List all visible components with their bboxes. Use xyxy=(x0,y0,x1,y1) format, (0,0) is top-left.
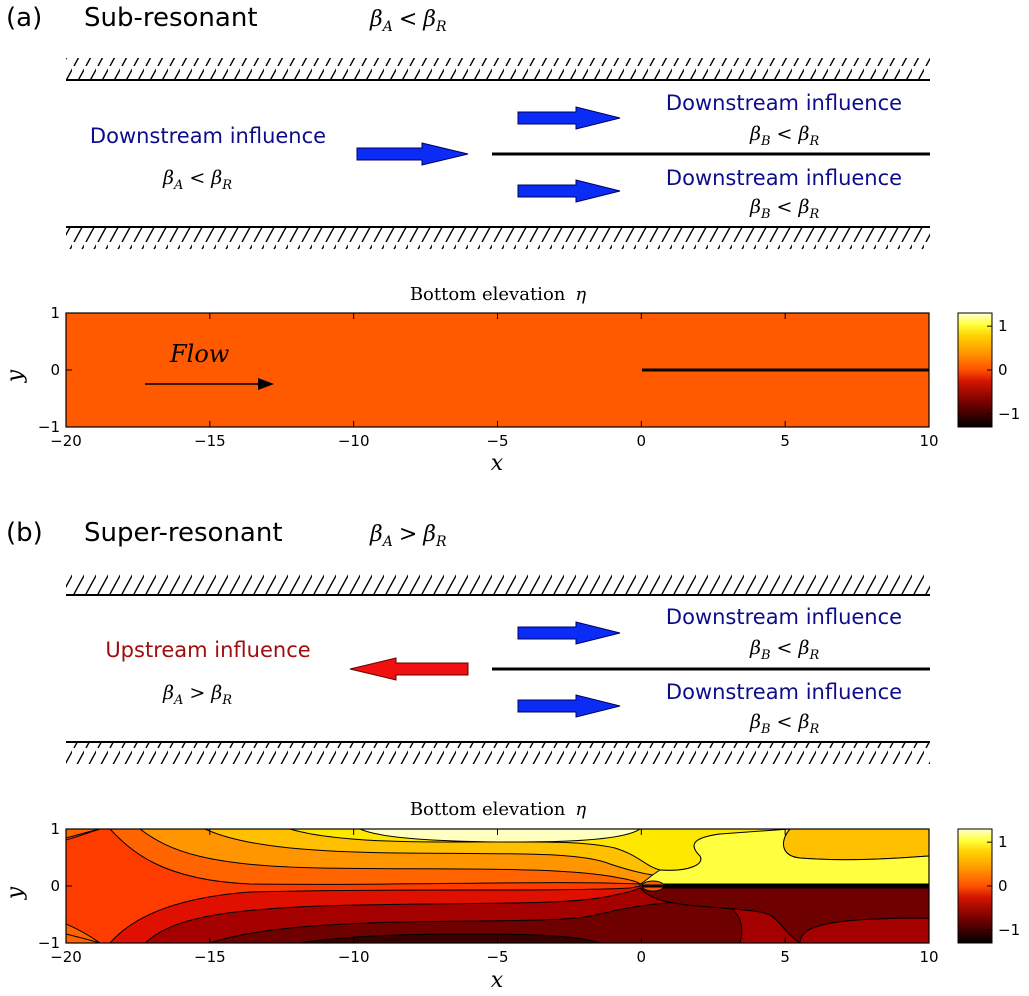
x-tick-label: 10 xyxy=(919,432,938,450)
panel-a-flow-label: Flow xyxy=(169,340,230,368)
panel-a-right-bottom-condition: βB < βR xyxy=(749,196,819,222)
panel-b-bottom-wall-hatch xyxy=(66,742,930,764)
panel-a-right-bottom-arrow xyxy=(517,179,621,203)
panel-a-regime: Sub-resonant xyxy=(84,3,258,33)
panel-b-right-bottom-label: Downstream influence xyxy=(666,680,902,704)
panel-b-letter: (b) xyxy=(6,518,43,548)
panel-a-top-wall-hatch xyxy=(66,58,930,80)
x-tick-label: −5 xyxy=(486,948,508,966)
colorbar-tick-label: −1 xyxy=(998,921,1020,939)
panel-b-colorbar xyxy=(957,828,993,944)
svg-text:βA>βR: βA > βR xyxy=(369,522,447,550)
colorbar-tick-label: 1 xyxy=(998,833,1008,851)
x-tick-label: 5 xyxy=(780,432,790,450)
panel-b-left-label: Upstream influence xyxy=(105,638,310,662)
x-tick-label: −15 xyxy=(194,432,226,450)
panel-a-right-bottom-label: Downstream influence xyxy=(666,166,902,190)
panel-a-colorbar xyxy=(957,312,993,428)
svg-text:βA<βR: βA < βR xyxy=(162,167,232,193)
panel-b-contour-fill xyxy=(66,829,929,943)
panel-b-regime: Super-resonant xyxy=(84,518,283,548)
panel-b-left-condition: βA > βR xyxy=(162,682,232,708)
x-tick-label: 10 xyxy=(919,948,938,966)
panel-b-regime-condition: βA > βR xyxy=(369,522,447,550)
panel-b-plot: Bottom elevation η xyxy=(3,799,1020,993)
panel-b-top-wall-hatch xyxy=(66,573,930,595)
x-tick-label: −5 xyxy=(486,432,508,450)
panel-b-colorbar-ticks: 1 0 −1 xyxy=(987,833,1020,939)
panel-a-colorbar-ticks: 1 0 −1 xyxy=(987,317,1020,423)
panel-a-x-label: x xyxy=(491,451,504,476)
panel-a-flow-arrow xyxy=(145,378,274,390)
svg-text:βA>βR: βA > βR xyxy=(162,682,232,708)
panel-b-right-bottom-arrow xyxy=(517,694,621,718)
colorbar-tick-label: 0 xyxy=(998,877,1008,895)
svg-text:βB<βR: βB < βR xyxy=(749,196,819,222)
y-tick-label: 1 xyxy=(50,304,60,322)
panel-a-letter: (a) xyxy=(6,3,42,33)
panel-b-right-top-condition: βB < βR xyxy=(749,637,819,663)
panel-a-plot: Bottom elevation η Flow −20 −15 −10 −5 0 5 1010… xyxy=(3,284,1020,476)
x-tick-label: 0 xyxy=(637,432,647,450)
panel-a-regime-condition: βA < βR xyxy=(369,7,447,35)
svg-text:βB<βR: βB < βR xyxy=(749,123,819,149)
panel-a-right-top-arrow xyxy=(517,106,621,130)
y-tick-label: 1 xyxy=(50,820,60,838)
panel-b-right-bottom-condition: βB < βR xyxy=(749,711,819,737)
panel-b-left-arrow xyxy=(349,657,469,681)
x-tick-label: −10 xyxy=(338,948,370,966)
panel-b-right-top-arrow xyxy=(517,621,621,645)
colorbar-tick-label: 0 xyxy=(998,361,1008,379)
panel-a-plot-title: Bottom elevation η xyxy=(410,284,587,305)
svg-text:βB<βR: βB < βR xyxy=(749,637,819,663)
panel-a-left-label: Downstream influence xyxy=(90,124,326,148)
colorbar-tick-label: −1 xyxy=(998,405,1020,423)
y-tick-label: 0 xyxy=(50,361,60,379)
panel-b: (b) Super-resonant βA > βR Upstream influe… xyxy=(6,518,930,764)
y-tick-label: −1 xyxy=(38,418,60,436)
panel-a-left-arrow xyxy=(356,142,469,166)
panel-b-right-top-label: Downstream influence xyxy=(666,605,902,629)
y-tick-label: 0 xyxy=(50,877,60,895)
panel-a: (a) Sub-resonant βA < βR Downstream influe… xyxy=(6,3,930,249)
panel-b-plot-title: Bottom elevation η xyxy=(410,799,587,820)
x-tick-label: 5 xyxy=(780,948,790,966)
svg-text:βA<βR: βA < βR xyxy=(369,7,447,35)
x-tick-label: −20 xyxy=(50,948,82,966)
x-tick-label: −20 xyxy=(50,432,82,450)
x-tick-label: −10 xyxy=(338,432,370,450)
panel-a-left-condition: βA < βR xyxy=(162,167,232,193)
y-tick-label: −1 xyxy=(38,934,60,952)
colorbar-tick-label: 1 xyxy=(998,317,1008,335)
panel-a-bottom-wall-hatch xyxy=(66,227,930,249)
panel-b-y-label: y xyxy=(3,886,28,900)
x-tick-label: 0 xyxy=(637,948,647,966)
panel-b-x-label: x xyxy=(491,968,504,993)
panel-a-y-label: y xyxy=(3,369,28,383)
panel-a-right-top-condition: βB < βR xyxy=(749,123,819,149)
svg-text:βB<βR: βB < βR xyxy=(749,711,819,737)
x-tick-label: −15 xyxy=(194,948,226,966)
panel-a-right-top-label: Downstream influence xyxy=(666,91,902,115)
